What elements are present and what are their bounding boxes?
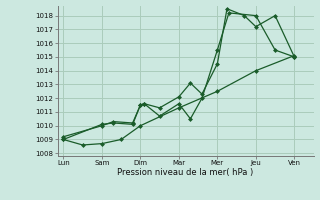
X-axis label: Pression niveau de la mer( hPa ): Pression niveau de la mer( hPa ) — [117, 168, 254, 177]
